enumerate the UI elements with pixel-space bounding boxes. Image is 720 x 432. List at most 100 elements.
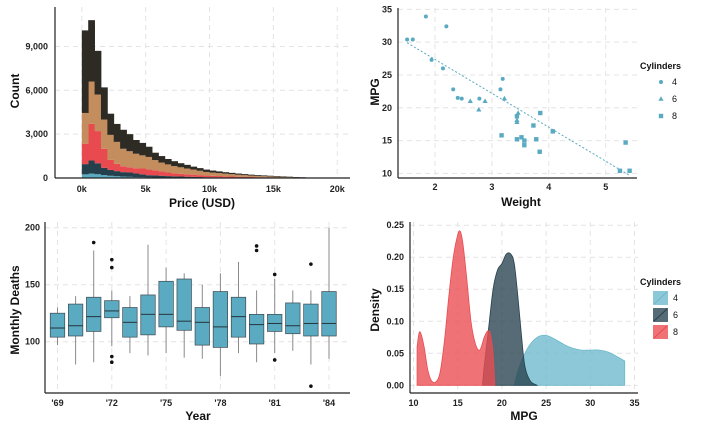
histogram-bar-tan: [183, 168, 191, 175]
scatter-point-cyl-8: [514, 114, 520, 119]
scatter-points: [405, 14, 632, 173]
scatter-point-cyl-8: [522, 142, 527, 148]
density-legend-label: 6: [673, 310, 678, 320]
scatter-point-cyl-8: [537, 149, 542, 154]
histogram-bar-tan: [247, 175, 255, 177]
histogram-x-tick-label: 0k: [77, 184, 88, 194]
histogram-bar-red: [164, 172, 172, 177]
density-x-tick-label: 15: [453, 398, 463, 408]
histogram-bar-red: [241, 176, 249, 178]
scatter-point-cyl-4: [440, 66, 445, 71]
density-area-cyl-4: [513, 334, 626, 386]
scatter-point-cyl-8: [531, 123, 536, 128]
histogram-bar-red: [209, 175, 217, 178]
density-y-tick-label: 0.05: [386, 348, 404, 358]
density-area-cyl-6: [482, 252, 538, 386]
histogram-bar-dark: [260, 175, 268, 177]
histogram-bar-dark: [222, 172, 230, 174]
density-x-tick-label: 10: [409, 398, 419, 408]
histogram-bar-red: [190, 174, 198, 177]
histogram-bar-dark: [152, 152, 159, 161]
histogram-bar-dark: [183, 164, 191, 169]
histogram-bar-tan: [152, 160, 159, 171]
scatter-legend-label: 6: [672, 94, 677, 104]
histogram-bar-tan: [100, 119, 108, 149]
histogram-y-tick-label: 9,000: [25, 41, 48, 51]
scatter-point-cyl-8: [623, 140, 628, 145]
scatter-point-cyl-4: [500, 76, 505, 81]
scatter-point-cyl-4: [429, 57, 434, 62]
scatter-y-tick-label: 15: [382, 136, 392, 146]
scatter-point-cyl-4: [498, 87, 503, 92]
density-y-tick-label: 0.25: [386, 220, 404, 230]
boxplot-boxes: [49, 227, 337, 388]
scatter-point-cyl-4: [444, 24, 449, 29]
density-x-tick-label: 30: [585, 398, 595, 408]
histogram-bar-tan: [241, 175, 249, 177]
box-'80: [249, 244, 265, 363]
histogram-bar-dark: [247, 174, 255, 176]
histogram-bar-dark: [145, 146, 153, 157]
boxplot-x-tick-label: '75: [160, 398, 172, 408]
box-'78: [212, 273, 228, 376]
density-y-tick-label: 0.00: [386, 380, 404, 390]
histogram-bar-dark: [215, 171, 223, 174]
histogram-bar-dark: [164, 159, 172, 165]
density-y-axis-label: Density: [368, 288, 382, 332]
boxplot-x-tick-label: '78: [214, 398, 226, 408]
histogram-bar-blue: [120, 176, 127, 178]
scatter-point-cyl-4: [423, 14, 428, 19]
scatter-point-cyl-8: [538, 110, 543, 116]
histogram-bar-red: [120, 166, 127, 173]
histogram-y-tick-label: 3,000: [25, 129, 48, 139]
histogram-y-axis-label: Count: [8, 74, 22, 109]
histogram-bar-tan: [254, 175, 262, 178]
histogram-bar-red: [228, 176, 236, 178]
scatter-point-cyl-4: [410, 37, 415, 42]
box-'70: [67, 296, 84, 365]
scatter-x-tick-label: 5: [603, 182, 608, 192]
histogram-bar-tan: [209, 172, 217, 176]
histogram-bar-navy: [190, 176, 198, 178]
histogram-bar-red: [203, 175, 210, 178]
box-body: [285, 302, 301, 335]
box-body: [230, 296, 247, 338]
histogram-bar-red: [81, 143, 89, 165]
histogram-bar-tan: [228, 174, 236, 177]
box-'72: [104, 257, 120, 365]
density-legend-key-slash: [653, 308, 668, 322]
histogram-bar-navy: [94, 163, 102, 175]
histogram-bar-dark: [279, 176, 287, 177]
boxplot-x-tick-label: '69: [51, 398, 63, 408]
scatter-trendline: [406, 42, 630, 176]
box-'76: [176, 273, 192, 358]
histogram-bar-red: [177, 173, 185, 177]
histogram-bar-red: [100, 148, 108, 168]
histogram-bar-tan: [171, 166, 178, 174]
histogram-bar-dark: [228, 172, 236, 175]
histogram-bar-red: [152, 170, 159, 176]
scatter-point-cyl-4: [405, 37, 410, 42]
boxplot-x-tick-label: '84: [323, 398, 335, 408]
histogram-bar-red: [145, 169, 153, 176]
histogram-y-tick-label: 0: [43, 173, 48, 183]
histogram-bar-navy: [126, 172, 134, 177]
box-outlier: [254, 244, 259, 248]
histogram-bar-tan: [203, 171, 210, 176]
histogram-bar-tan: [132, 153, 140, 169]
scatter-y-tick-label: 25: [382, 70, 392, 80]
scatter-point-cyl-6: [476, 106, 482, 112]
box-outlier: [272, 272, 277, 277]
scatter-point-cyl-6: [515, 110, 521, 115]
boxplot-y-axis-label: Monthly Deaths: [8, 265, 22, 355]
box-body: [176, 278, 192, 331]
histogram-bar-dark: [209, 170, 217, 173]
scatter-point-cyl-6: [501, 95, 508, 101]
density-legend-title: Cylinders: [640, 277, 681, 287]
histogram-bar-tan: [222, 173, 230, 177]
histogram-bar-navy: [183, 176, 191, 178]
box-'71: [86, 240, 102, 363]
density-x-tick-label: 35: [629, 398, 639, 408]
histogram-bar-dark: [139, 142, 147, 156]
